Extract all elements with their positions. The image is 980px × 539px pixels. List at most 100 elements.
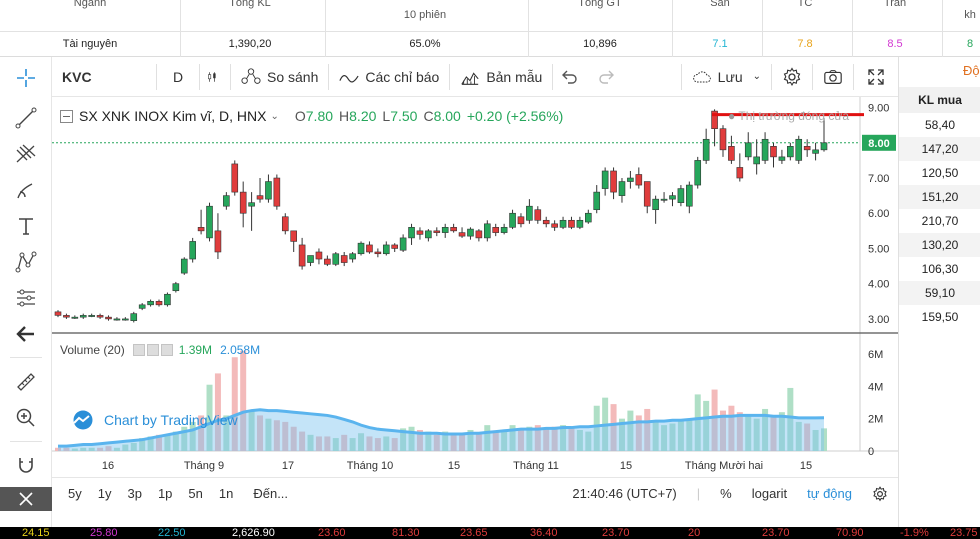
candle-body: [399, 237, 407, 251]
last-price-label: 8.00: [868, 138, 889, 150]
cell-total-volume: 1,390,20: [228, 38, 272, 50]
range-5d[interactable]: 5n: [188, 486, 203, 501]
percent-scale-button[interactable]: %: [720, 486, 732, 501]
log-scale-button[interactable]: logarit: [751, 486, 788, 501]
range-1m[interactable]: 1p: [157, 486, 173, 501]
volume-bar: [593, 405, 600, 451]
volume-bar: [189, 421, 196, 451]
gear-icon[interactable]: [146, 344, 159, 356]
fib-tool[interactable]: [8, 139, 44, 169]
volume-bar: [223, 415, 230, 451]
candle-body: [585, 212, 592, 223]
volume-tick-label: 2M: [868, 414, 883, 426]
eye-icon[interactable]: [132, 344, 145, 356]
trend-line-tool[interactable]: [8, 103, 44, 133]
pattern-tool[interactable]: [8, 247, 44, 277]
compare-icon: [241, 67, 261, 84]
candle-body: [189, 241, 196, 260]
back-tool[interactable]: [8, 319, 44, 349]
candle-body: [281, 216, 289, 232]
indicators-button[interactable]: Các chỉ báo: [329, 57, 449, 97]
undo-button[interactable]: [553, 57, 591, 97]
redo-button[interactable]: [591, 57, 629, 97]
header-ceiling: Trần: [883, 0, 907, 9]
volume-bar: [703, 400, 710, 451]
candle-body: [509, 212, 516, 228]
volume-bar: [585, 431, 592, 451]
scale-settings-button[interactable]: [862, 485, 898, 502]
volume-bar: [156, 434, 163, 451]
collapse-legend-icon[interactable]: [60, 109, 73, 123]
price-volume-chart[interactable]: 9.00 8.00 7.00 6.00 5.00 4.00 3.00 6M 4M 2M 0 8.00 1…: [52, 97, 898, 477]
interval-button[interactable]: D: [172, 68, 184, 85]
volume-ma-line: [58, 408, 825, 448]
range-5y[interactable]: 5y: [68, 486, 82, 501]
volume-bar: [113, 447, 120, 451]
candle-body: [290, 230, 297, 242]
candle-body: [610, 170, 617, 193]
text-tool[interactable]: [8, 211, 44, 241]
panel-tab[interactable]: Độ: [963, 63, 980, 78]
remove-drawings-tool[interactable]: [0, 487, 52, 511]
save-button[interactable]: Lưu ⌄: [682, 57, 771, 97]
candle-body: [744, 142, 752, 158]
volume-bar: [677, 420, 684, 451]
volume-bar: [762, 408, 769, 451]
cell-ceiling: 8.5: [887, 38, 903, 50]
auto-scale-button[interactable]: tự động: [807, 486, 852, 501]
volume-bar: [560, 425, 567, 451]
chart-style-button[interactable]: [200, 57, 230, 97]
candle-body: [643, 181, 651, 207]
goto-date-button[interactable]: Đến...: [253, 486, 289, 501]
buy-volume-row: 59,10: [899, 281, 980, 305]
cell-extra: 8: [966, 38, 974, 50]
chart-header-toolbar: KVC D So sánh Các chỉ báo Bản mẫu: [52, 57, 898, 97]
range-1d[interactable]: 1n: [218, 486, 234, 501]
settings-button[interactable]: [772, 57, 812, 97]
volume-bar: [408, 426, 415, 451]
fullscreen-button[interactable]: [854, 57, 898, 97]
price-tick-label: 7.00: [868, 173, 889, 185]
volume-bar: [425, 431, 432, 451]
volume-bar: [97, 447, 104, 451]
zoom-tool[interactable]: [8, 403, 44, 433]
redo-icon: [599, 70, 615, 84]
buy-volume-row: 159,50: [921, 310, 959, 324]
volume-bar: [80, 447, 87, 451]
chart-area[interactable]: 9.00 8.00 7.00 6.00 5.00 4.00 3.00 6M 4M 2M 0 8.00 1…: [52, 97, 898, 477]
range-3m[interactable]: 3p: [127, 486, 142, 501]
candle-body: [197, 227, 205, 232]
candle-body: [214, 230, 222, 253]
buy-volume-row: 106,30: [921, 262, 959, 276]
time-tick-label: 15: [800, 460, 812, 472]
chevron-down-icon[interactable]: ⌄: [270, 110, 279, 122]
candle-body: [635, 174, 643, 186]
clock-time[interactable]: 21:40:46 (UTC+7): [572, 486, 677, 501]
tradingview-watermark[interactable]: Chart by TradingView: [68, 410, 238, 430]
compare-button[interactable]: So sánh: [231, 57, 328, 97]
candle-body: [568, 219, 575, 228]
candle-body: [492, 227, 500, 233]
prediction-tool[interactable]: [8, 283, 44, 313]
measure-tool[interactable]: [8, 367, 44, 397]
candle-body: [778, 156, 786, 161]
brush-tool[interactable]: [8, 175, 44, 205]
templates-button[interactable]: Bản mẫu: [450, 57, 552, 97]
range-1y[interactable]: 1y: [97, 486, 112, 501]
tradingview-logo-icon: [73, 410, 93, 430]
close-icon[interactable]: [160, 344, 173, 356]
ruler-icon: [17, 373, 35, 391]
screenshot-button[interactable]: [813, 57, 853, 97]
symbol-search-button[interactable]: KVC: [62, 68, 92, 85]
compare-label: So sánh: [267, 68, 319, 85]
volume-ma-area: [58, 409, 824, 451]
crosshair-tool[interactable]: [8, 63, 44, 93]
ticker-value: 20: [688, 527, 701, 539]
magnet-tool[interactable]: [8, 451, 44, 481]
header-sector: Ngành: [73, 0, 107, 9]
open-label: O: [294, 108, 306, 124]
candle-body: [753, 156, 760, 165]
crosshair-icon: [17, 69, 35, 87]
candle-body: [374, 251, 382, 255]
volume-bar: [172, 431, 179, 451]
